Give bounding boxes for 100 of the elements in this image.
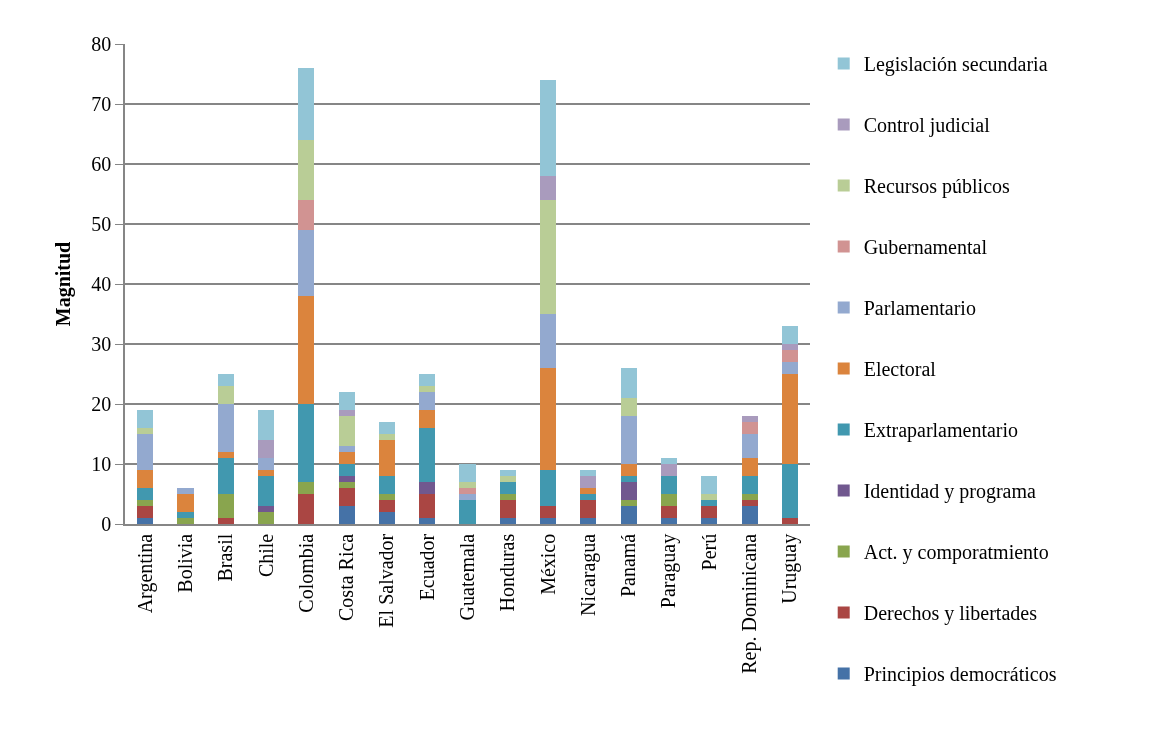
- bar: [338, 416, 355, 446]
- bar: [781, 344, 798, 350]
- bar: [540, 506, 557, 518]
- bar: [177, 512, 194, 518]
- bar: [257, 458, 275, 470]
- bar: [620, 476, 637, 482]
- bar: [540, 80, 557, 176]
- y-axis-title: Magnitud: [52, 241, 76, 327]
- x-tick-label: Honduras: [496, 533, 519, 612]
- bar: [540, 176, 557, 200]
- y-tick-label: 80: [91, 33, 112, 55]
- x-tick-label: Rep. Dominicana: [738, 533, 762, 674]
- bar: [459, 500, 476, 524]
- bar: [580, 488, 597, 494]
- bar: [298, 68, 315, 140]
- bar: [217, 518, 234, 524]
- bar: [217, 386, 234, 404]
- bar: [378, 422, 395, 434]
- bar: [580, 494, 597, 500]
- bar: [137, 470, 154, 488]
- bar: [419, 518, 436, 524]
- bar: [217, 458, 234, 494]
- bar: [378, 476, 395, 494]
- bar: [378, 512, 395, 524]
- y-tick-label: 50: [91, 213, 112, 235]
- bar: [781, 464, 798, 518]
- legend-label: Act. y comporatmiento: [863, 541, 1049, 565]
- x-tick-label: El Salvador: [375, 533, 398, 628]
- bar: [177, 518, 194, 524]
- bar: [338, 476, 355, 482]
- bar: [217, 452, 234, 458]
- bar: [540, 470, 557, 506]
- bar: [620, 368, 637, 398]
- bar: [177, 488, 194, 494]
- bar: [540, 368, 557, 470]
- bar: [660, 506, 678, 518]
- bar: [298, 230, 315, 296]
- bar: [257, 410, 275, 440]
- x-tick-label: Chile: [254, 533, 277, 578]
- bar: [620, 506, 637, 524]
- bar: [580, 500, 597, 518]
- bar: [660, 494, 678, 506]
- bar: [781, 374, 798, 464]
- x-tick-label: Nicaragua: [576, 533, 600, 616]
- bar: [298, 200, 315, 230]
- bar: [137, 428, 154, 434]
- bar: [620, 416, 637, 464]
- bar: [540, 518, 557, 524]
- bar: [338, 392, 355, 410]
- legend-label: Derechos y libertades: [863, 602, 1038, 626]
- bar: [580, 470, 597, 476]
- bar: [298, 494, 315, 524]
- bar: [660, 458, 678, 464]
- bar: [257, 470, 275, 476]
- bar: [298, 404, 315, 482]
- bar: [741, 500, 758, 506]
- bar: [499, 494, 516, 500]
- bar: [137, 488, 154, 500]
- x-tick-label: Perú: [697, 533, 720, 571]
- bar: [701, 500, 718, 506]
- x-tick-label: Argentina: [133, 533, 157, 614]
- bar: [338, 452, 355, 464]
- bar: [419, 374, 436, 386]
- bar: [701, 476, 718, 494]
- bar: [741, 476, 758, 494]
- y-tick-label: 10: [91, 453, 112, 475]
- bar: [338, 506, 355, 524]
- bar: [257, 506, 275, 512]
- bar: [540, 314, 557, 368]
- bar: [378, 494, 395, 500]
- bar: [217, 494, 234, 518]
- bar: [741, 422, 758, 434]
- bar: [257, 476, 275, 506]
- bar: [540, 200, 557, 314]
- bar: [741, 416, 758, 422]
- x-tick-label: Guatemala: [456, 533, 478, 621]
- bar: [499, 470, 516, 476]
- bar: [660, 518, 678, 524]
- bar: [298, 482, 315, 494]
- y-tick-label: 60: [91, 153, 112, 175]
- bar: [338, 488, 355, 506]
- bar: [378, 440, 395, 476]
- bar: [781, 326, 798, 344]
- bar: [580, 518, 597, 524]
- bar: [338, 410, 355, 416]
- bar: [137, 410, 154, 428]
- bar: [459, 494, 476, 500]
- bar: [620, 500, 637, 506]
- bar: [217, 404, 234, 452]
- legend-label: Gubernamental: [863, 236, 988, 259]
- bar: [701, 518, 718, 524]
- bar: [499, 476, 516, 482]
- legend-label: Control judicial: [863, 114, 991, 138]
- bar: [620, 464, 637, 476]
- bar: [338, 464, 355, 476]
- bar: [499, 500, 516, 518]
- bar: [419, 392, 436, 410]
- bar: [660, 464, 678, 476]
- bar: [459, 482, 476, 488]
- bar: [660, 476, 678, 494]
